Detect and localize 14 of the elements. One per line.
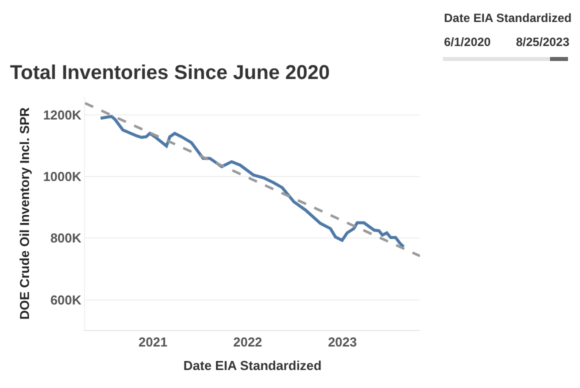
x-tick-label: 2023: [328, 334, 357, 350]
x-axis-title: Date EIA Standardized: [183, 358, 322, 374]
text: 8/25/2023: [516, 35, 570, 49]
chart-title: Total Inventories Since June 2020: [10, 62, 330, 84]
y-tick-label: 1000K: [43, 169, 82, 184]
y-axis-title: DOE Crude Oil Inventory Incl. SPR: [17, 106, 32, 320]
x-tick-label: 2022: [233, 334, 262, 350]
text: 6/1/2020: [444, 35, 492, 49]
x-tick-label: 2021: [138, 334, 168, 350]
text: Date EIA Standardized: [444, 11, 572, 25]
y-tick-label: 600K: [50, 292, 82, 308]
line-series: [99, 114, 406, 248]
y-tick-label: 1200K: [43, 107, 82, 122]
y-tick-label: 800K: [50, 230, 82, 246]
